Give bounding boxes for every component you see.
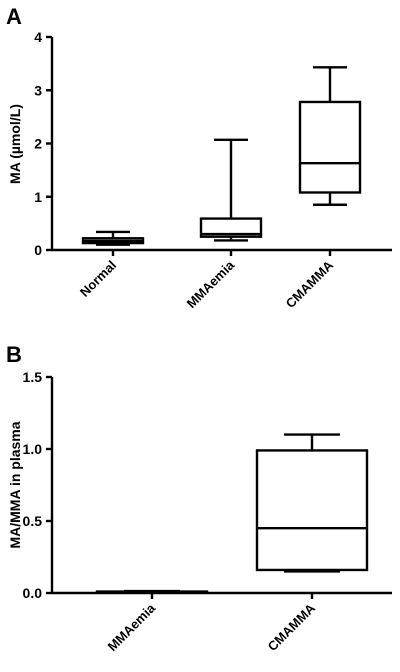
box-normal xyxy=(81,230,145,246)
x-category-label: Normal xyxy=(77,258,119,300)
x-category-label: MMAemia xyxy=(105,600,159,654)
x-category-label: CMAMMA xyxy=(283,257,337,311)
panel-a-y-axis-title: MA (µmol/L) xyxy=(7,104,23,184)
y-tick-label: 1 xyxy=(34,189,42,205)
panel-a: A MA (µmol/L) 0 1 2 3 4 Normal MMAemia CMAMMA xyxy=(6,4,392,311)
box-mmaemia xyxy=(95,589,209,594)
iqr-box xyxy=(298,100,362,194)
box-cmamma xyxy=(298,66,362,206)
panel-a-letter: A xyxy=(6,4,22,29)
y-tick-label: 0.5 xyxy=(23,513,43,529)
y-tick-label: 3 xyxy=(34,82,42,98)
x-category-label: CMAMMA xyxy=(265,600,319,654)
panel-b-boxes xyxy=(95,433,369,594)
panel-b-y-ticks: 0.0 0.5 1.0 1.5 xyxy=(23,369,52,601)
iqr-box xyxy=(255,449,369,572)
y-tick-label: 2 xyxy=(34,136,42,152)
iqr-box xyxy=(199,217,263,238)
panel-b: B MA/MMA in plasma 0.0 0.5 1.0 1.5 MMAemia C… xyxy=(6,342,392,654)
panel-b-y-axis-title: MA/MMA in plasma xyxy=(7,421,23,548)
panel-a-boxes xyxy=(81,66,362,246)
panel-b-x-ticks: MMAemia CMAMMA xyxy=(105,593,319,654)
x-category-label: MMAemia xyxy=(184,257,238,311)
box-mmaemia xyxy=(199,138,263,242)
panel-a-x-ticks: Normal MMAemia CMAMMA xyxy=(77,250,337,311)
panel-b-letter: B xyxy=(6,342,22,367)
y-tick-label: 1.0 xyxy=(23,441,43,457)
y-tick-label: 4 xyxy=(34,29,42,45)
box-cmamma xyxy=(255,433,369,573)
panel-a-y-ticks: 0 1 2 3 4 xyxy=(34,29,52,258)
y-tick-label: 0 xyxy=(34,242,42,258)
y-tick-label: 1.5 xyxy=(23,369,43,385)
y-tick-label: 0.0 xyxy=(23,585,43,601)
